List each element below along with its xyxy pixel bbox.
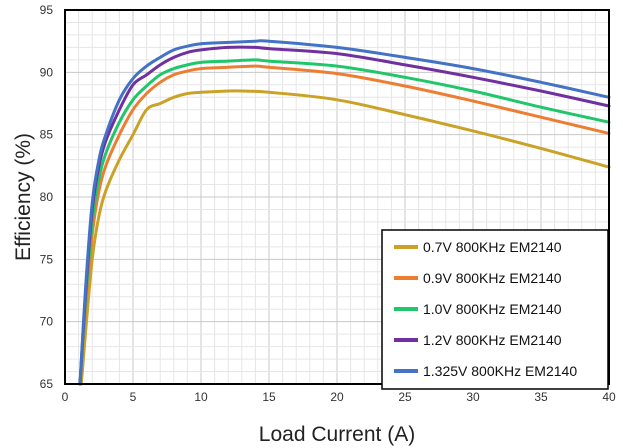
y-tick-label: 80 (40, 190, 54, 204)
legend-entry: 1.2V 800KHz EM2140 (423, 332, 562, 348)
x-axis-label: Load Current (A) (259, 423, 415, 446)
y-tick-label: 90 (40, 65, 54, 79)
x-tick-label: 35 (534, 390, 548, 404)
series-line-2 (78, 64, 611, 386)
plot-frame (64, 9, 610, 385)
series-line-1 (79, 89, 611, 386)
x-tick-label: 5 (130, 390, 137, 404)
series-line-3 (78, 58, 611, 386)
legend-box (381, 229, 609, 390)
x-tick-label: 40 (602, 390, 616, 404)
x-tick-label: 0 (62, 390, 69, 404)
x-tick-label: 10 (194, 390, 208, 404)
legend-entry: 0.9V 800KHz EM2140 (423, 270, 562, 286)
y-tick-label: 75 (40, 252, 54, 266)
y-tick-label: 85 (40, 128, 54, 142)
legend-entry: 1.325V 800KHz EM2140 (423, 363, 577, 379)
series-lines (78, 39, 611, 386)
legend-entry: 0.7V 800KHz EM2140 (423, 239, 562, 255)
legend-entry: 1.0V 800KHz EM2140 (423, 301, 562, 317)
legend: 0.7V 800KHz EM2140 0.9V 800KHz EM2140 1.0V… (381, 229, 609, 390)
x-tick-label: 25 (398, 390, 412, 404)
y-axis-label: Efficiency (%) (12, 133, 35, 261)
tick-labels: 0 5 10 15 20 25 30 35 40 65 70 75 80 85 90 95 (40, 3, 616, 404)
y-tick-label: 95 (40, 3, 54, 17)
series-line-5 (78, 39, 611, 386)
x-tick-label: 15 (262, 390, 276, 404)
y-tick-label: 70 (40, 315, 54, 329)
y-tick-label: 65 (40, 377, 54, 391)
x-tick-label: 30 (466, 390, 480, 404)
x-tick-label: 20 (330, 390, 344, 404)
